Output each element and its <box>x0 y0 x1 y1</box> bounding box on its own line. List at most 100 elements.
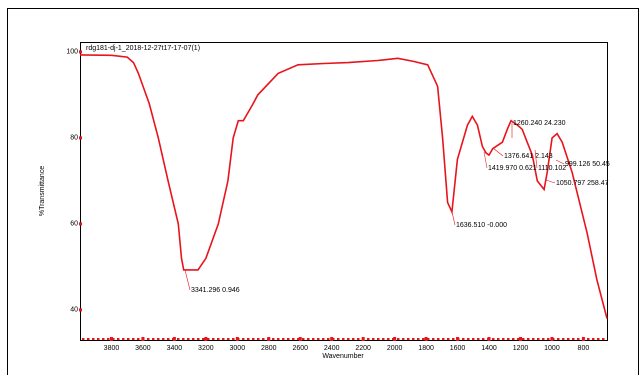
y-tick-label: 80 <box>70 135 78 142</box>
chart-title: rdg181-dj-1_2018-12-27t17-17-07(1) <box>86 45 200 52</box>
x-minor-tick <box>137 338 140 340</box>
x-minor-tick <box>307 338 310 340</box>
annotation-leader <box>492 147 504 157</box>
x-minor-tick <box>82 338 85 340</box>
x-minor-tick <box>182 338 185 340</box>
annotation-leader <box>483 151 488 169</box>
x-minor-tick <box>127 338 130 340</box>
x-tick-label: 1600 <box>450 345 466 352</box>
x-minor-tick <box>482 338 485 340</box>
y-tick-mark <box>79 308 82 312</box>
x-minor-tick <box>432 338 435 340</box>
x-minor-tick <box>222 338 225 340</box>
x-minor-tick <box>107 338 110 340</box>
x-minor-tick <box>202 338 205 340</box>
x-minor-tick <box>357 338 360 340</box>
x-minor-tick <box>197 338 200 340</box>
x-minor-tick <box>327 338 330 340</box>
x-minor-tick <box>112 338 115 340</box>
x-minor-tick <box>117 338 120 340</box>
x-tick-label: 3200 <box>198 345 214 352</box>
x-minor-tick <box>337 338 340 340</box>
x-tick-label: 3600 <box>135 345 151 352</box>
x-minor-tick <box>232 338 235 340</box>
x-tick-label: 1000 <box>544 345 560 352</box>
peak-annotation: 1260.240 24.230 <box>513 120 566 127</box>
y-tick-label: 40 <box>70 307 78 314</box>
x-minor-tick <box>422 338 425 340</box>
x-minor-tick <box>317 338 320 340</box>
x-minor-tick <box>577 338 580 340</box>
y-tick-label: 60 <box>70 221 78 228</box>
x-minor-tick <box>542 338 545 340</box>
x-minor-tick <box>387 338 390 340</box>
x-minor-tick <box>572 338 575 340</box>
plot-frame <box>80 42 608 341</box>
peak-annotation: 1636.510 -0.000 <box>456 222 507 229</box>
x-minor-tick <box>407 338 410 340</box>
x-minor-tick <box>217 338 220 340</box>
peak-annotation: 1419.970 0.621 <box>488 165 537 172</box>
x-tick-label: 2200 <box>355 345 371 352</box>
y-tick-mark <box>79 50 82 54</box>
x-minor-tick <box>97 338 100 340</box>
x-minor-tick <box>562 338 565 340</box>
x-tick-label: 2000 <box>387 345 403 352</box>
x-tick-mark <box>330 337 334 341</box>
y-tick-label: 100 <box>66 49 78 56</box>
x-minor-tick <box>192 338 195 340</box>
x-minor-tick <box>557 338 560 340</box>
x-tick-mark <box>172 337 176 341</box>
x-minor-tick <box>477 338 480 340</box>
x-tick-mark <box>204 337 208 341</box>
x-minor-tick <box>332 338 335 340</box>
x-minor-tick <box>527 338 530 340</box>
x-tick-mark <box>267 337 271 341</box>
x-minor-tick <box>412 338 415 340</box>
x-minor-tick <box>367 338 370 340</box>
x-tick-mark <box>424 337 428 341</box>
y-axis-label: %Transmittance <box>39 166 46 216</box>
x-minor-tick <box>567 338 570 340</box>
x-tick-mark <box>550 337 554 341</box>
x-minor-tick <box>347 338 350 340</box>
x-minor-tick <box>282 338 285 340</box>
x-minor-tick <box>522 338 525 340</box>
x-minor-tick <box>507 338 510 340</box>
x-minor-tick <box>602 338 605 340</box>
x-minor-tick <box>492 338 495 340</box>
annotation-leader <box>555 159 565 165</box>
x-tick-label: 1200 <box>513 345 529 352</box>
x-minor-tick <box>462 338 465 340</box>
x-minor-tick <box>207 338 210 340</box>
x-tick-label: 3000 <box>230 345 246 352</box>
x-minor-tick <box>297 338 300 340</box>
x-minor-tick <box>87 338 90 340</box>
x-minor-tick <box>502 338 505 340</box>
x-minor-tick <box>157 338 160 340</box>
x-minor-tick <box>442 338 445 340</box>
x-minor-tick <box>372 338 375 340</box>
x-minor-tick <box>257 338 260 340</box>
peak-annotation: 3341.296 0.946 <box>191 287 240 294</box>
x-minor-tick <box>512 338 515 340</box>
x-tick-mark <box>361 337 365 341</box>
x-minor-tick <box>587 338 590 340</box>
spectrum-line <box>79 54 608 319</box>
x-minor-tick <box>592 338 595 340</box>
x-minor-tick <box>227 338 230 340</box>
x-minor-tick <box>302 338 305 340</box>
x-minor-tick <box>497 338 500 340</box>
annotation-leader <box>451 211 456 226</box>
x-tick-mark <box>487 337 491 341</box>
x-minor-tick <box>447 338 450 340</box>
x-tick-label: 1800 <box>418 345 434 352</box>
x-minor-tick <box>427 338 430 340</box>
x-minor-tick <box>342 338 345 340</box>
x-tick-mark <box>581 337 585 341</box>
x-minor-tick <box>352 338 355 340</box>
x-minor-tick <box>262 338 265 340</box>
x-minor-tick <box>287 338 290 340</box>
peak-annotation: 999.126 50.45 <box>565 161 610 168</box>
x-minor-tick <box>122 338 125 340</box>
